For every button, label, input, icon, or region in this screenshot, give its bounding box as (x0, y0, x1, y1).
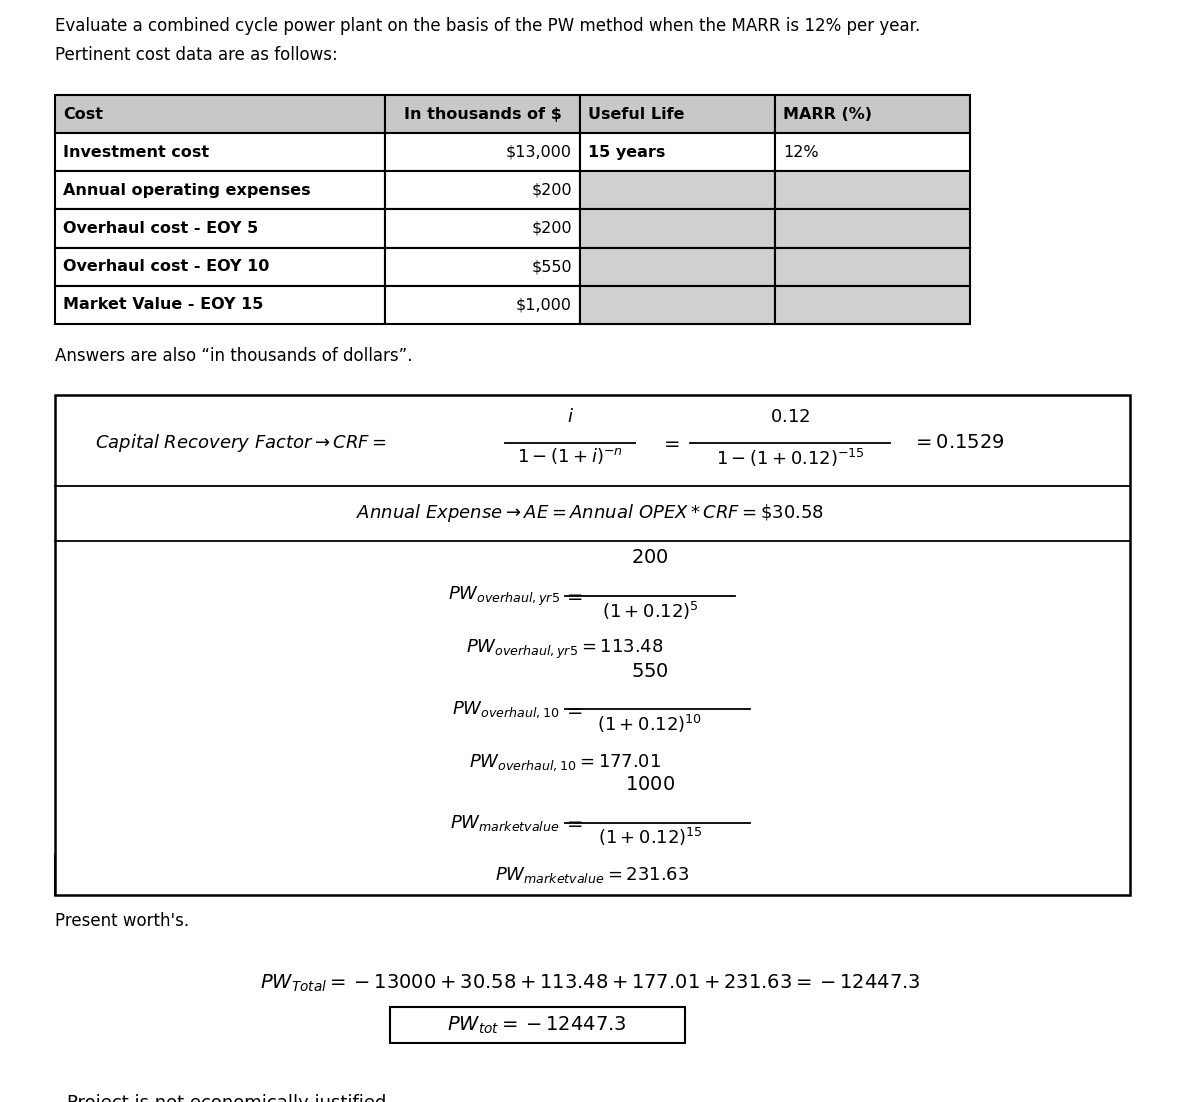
Text: Overhaul cost - EOY 10: Overhaul cost - EOY 10 (64, 259, 269, 274)
Text: $\mathit{PW}_{\mathit{overhaul,yr5}}$: $\mathit{PW}_{\mathit{overhaul,yr5}}$ (448, 584, 560, 607)
Bar (55, 855, 1130, 895)
Text: $=$: $=$ (563, 813, 583, 832)
Text: Cost: Cost (64, 107, 103, 121)
Bar (580, 209, 775, 248)
Bar (390, 1007, 685, 1044)
Bar (775, 133, 970, 171)
Text: $\mathit{Capital\ Recovery\ Factor} \rightarrow \mathit{CRF} =$: $\mathit{Capital\ Recovery\ Factor} \rig… (95, 432, 386, 454)
Text: $= 0.1529$: $= 0.1529$ (912, 433, 1004, 452)
Text: $0.12$: $0.12$ (770, 408, 810, 425)
Text: $\mathit{PW}_{\mathit{overhaul,yr5}} = 113.48$: $\mathit{PW}_{\mathit{overhaul,yr5}} = 1… (467, 638, 664, 661)
Bar (580, 248, 775, 285)
Bar (55, 248, 385, 285)
Bar (580, 133, 775, 171)
Text: $200: $200 (532, 183, 572, 198)
Text: $(1+0.12)^{5}$: $(1+0.12)^{5}$ (601, 599, 698, 622)
Bar (775, 95, 970, 133)
Text: Overhaul cost - EOY 5: Overhaul cost - EOY 5 (64, 222, 258, 236)
Text: $(1+0.12)^{15}$: $(1+0.12)^{15}$ (598, 826, 702, 849)
Bar (55, 396, 1130, 895)
Text: Annual operating expenses: Annual operating expenses (64, 183, 311, 198)
Bar (385, 248, 580, 285)
Bar (385, 133, 580, 171)
Bar (380, 631, 750, 668)
Bar (580, 285, 775, 324)
Text: $200: $200 (532, 222, 572, 236)
Text: $1,000: $1,000 (516, 298, 572, 312)
Text: Investment cost: Investment cost (64, 144, 209, 160)
Bar (385, 95, 580, 133)
Bar (55, 133, 385, 171)
Text: $1-(1+0.12)^{-15}$: $1-(1+0.12)^{-15}$ (715, 446, 864, 468)
Text: MARR (%): MARR (%) (784, 107, 872, 121)
Text: $(1+0.12)^{10}$: $(1+0.12)^{10}$ (598, 713, 702, 735)
Text: Project is not economically justified.: Project is not economically justified. (67, 1094, 392, 1102)
Bar (55, 285, 385, 324)
Text: Market Value - EOY 15: Market Value - EOY 15 (64, 298, 263, 312)
Bar (775, 285, 970, 324)
Text: $200$: $200$ (631, 549, 668, 568)
Bar (385, 209, 580, 248)
Text: $=$: $=$ (563, 700, 583, 719)
Text: $=$: $=$ (563, 586, 583, 605)
Text: $\mathit{PW}_{\mathit{marketvalue}} = 231.63$: $\mathit{PW}_{\mathit{marketvalue}} = 23… (496, 865, 690, 885)
Text: Pertinent cost data are as follows:: Pertinent cost data are as follows: (55, 45, 337, 64)
Text: $\mathit{PW}_{\mathit{overhaul,10}} = 177.01$: $\mathit{PW}_{\mathit{overhaul,10}} = 17… (469, 753, 661, 773)
Text: $550$: $550$ (631, 661, 668, 681)
Bar (775, 248, 970, 285)
Text: $550: $550 (532, 259, 572, 274)
Text: Present worth's.: Present worth's. (55, 912, 190, 930)
Text: $\mathit{PW}_{\mathit{overhaul,10}}$: $\mathit{PW}_{\mathit{overhaul,10}}$ (452, 699, 560, 720)
Text: 15 years: 15 years (588, 144, 665, 160)
Text: $i$: $i$ (566, 408, 574, 425)
Bar (385, 171, 580, 209)
Bar (380, 745, 750, 780)
Text: $=$: $=$ (660, 433, 680, 452)
Bar (775, 171, 970, 209)
Text: Answers are also “in thousands of dollars”.: Answers are also “in thousands of dollar… (55, 347, 413, 366)
Bar (580, 95, 775, 133)
Text: $1-(1+i)^{-n}$: $1-(1+i)^{-n}$ (517, 446, 623, 466)
Text: Useful Life: Useful Life (588, 107, 684, 121)
Bar (55, 95, 385, 133)
Text: 12%: 12% (784, 144, 818, 160)
Text: $\mathit{PW}_{tot} = -12447.3$: $\mathit{PW}_{tot} = -12447.3$ (448, 1015, 626, 1036)
Bar (775, 209, 970, 248)
Bar (385, 285, 580, 324)
Bar (55, 1081, 1130, 1102)
Text: $13,000: $13,000 (506, 144, 572, 160)
Bar (580, 171, 775, 209)
Bar (55, 209, 385, 248)
Text: $1000$: $1000$ (625, 775, 676, 793)
Text: $\mathit{PW}_{\mathit{marketvalue}}$: $\mathit{PW}_{\mathit{marketvalue}}$ (450, 812, 560, 832)
Text: Evaluate a combined cycle power plant on the basis of the PW method when the MAR: Evaluate a combined cycle power plant on… (55, 18, 920, 35)
Text: $\mathit{PW}_{Total} = -13000 + 30.58 + 113.48 + 177.01 + 231.63 = -12447.3$: $\mathit{PW}_{Total} = -13000 + 30.58 + … (259, 973, 920, 994)
Text: In thousands of $: In thousands of $ (403, 107, 562, 121)
Bar (55, 171, 385, 209)
Text: $\mathit{Annual\ Expense} \rightarrow \mathit{AE} = \mathit{Annual\ OPEX} * \mat: $\mathit{Annual\ Expense} \rightarrow \m… (356, 503, 824, 525)
